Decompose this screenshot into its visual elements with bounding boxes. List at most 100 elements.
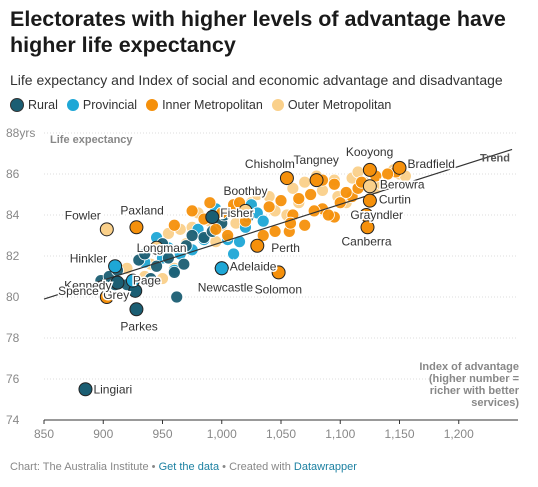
annotation-spence: Spence [58,284,99,298]
x-tick-label: 850 [34,427,54,441]
x-tick-label: 950 [152,427,172,441]
data-point-inner-metropolitan [262,200,276,214]
data-point-rural [138,247,152,261]
highlighted-point-kooyong [362,162,377,177]
legend-label: Rural [28,98,58,112]
footer-separator: • [148,461,159,473]
legend-label: Provincial [82,98,138,112]
annotation-newcastle: Newcastle [198,280,254,294]
y-tick-label: 74 [6,413,20,427]
footer: Chart: The Australia Institute • Get the… [10,461,357,473]
highlighted-point-bradfield [392,160,407,175]
data-point-inner-metropolitan [298,218,312,232]
data-point-inner-metropolitan [274,194,288,208]
annotation-kooyong: Kooyong [346,145,393,159]
data-point-inner-metropolitan [304,188,318,201]
legend-label: Inner Metropolitan [162,98,263,112]
data-point-provincial [227,247,241,261]
annotation-curtin: Curtin [379,193,411,207]
get-data-link[interactable]: Get the data [158,461,220,473]
data-point-inner-metropolitan [292,192,306,206]
legend-item-inner-metropolitan[interactable]: Inner Metropolitan [146,98,263,112]
trend-line [43,148,513,300]
annotation-longman: Longman [137,241,187,255]
legend-swatch [146,99,159,111]
data-point-inner-metropolitan [203,196,217,210]
annotation-fisher: Fisher [220,206,253,220]
x-tick-label: 1,000 [207,427,237,441]
annotation-hinkler: Hinkler [70,251,107,265]
y-tick-label: 82 [6,249,20,263]
highlighted-point-kennedy [110,275,125,290]
x-tick-label: 1,200 [444,427,474,441]
data-point-inner-metropolitan [339,186,353,199]
highlighted-point-lingiari [78,382,93,397]
annotation-tangney: Tangney [294,153,339,167]
x-axis-label: Index of advantage [419,361,519,373]
data-point-rural [177,257,191,271]
chart-title: Electorates with higher levels of advant… [10,7,506,57]
highlighted-point-perth [250,238,265,253]
data-point-rural [179,239,193,253]
annotation-lingiari: Lingiari [93,382,132,396]
data-point-inner-metropolitan [167,218,181,232]
chart-subtitle: Life expectancy and Index of social and … [10,72,503,88]
footer-separator: • Created with [219,461,294,473]
data-point-inner-metropolitan [321,208,335,222]
highlighted-point-canberra [360,220,375,235]
highlighted-point-chisholm [279,171,294,186]
data-point-rural [185,229,199,242]
y-tick-label: 86 [6,167,20,181]
legend-item-rural[interactable]: Rural [10,98,58,112]
y-tick-label: 76 [6,372,20,386]
data-point-inner-metropolitan [221,229,235,242]
data-point-rural [167,265,181,279]
highlighted-point-paxland [129,220,144,235]
annotation-fowler: Fowler [65,208,101,222]
y-axis-label: Life expectancy [50,134,133,146]
highlighted-point-parkes [129,302,144,317]
highlighted-point-newcastle [214,261,229,276]
legend-item-outer-metropolitan[interactable]: Outer Metropolitan [271,98,391,112]
legend-swatch [10,98,24,112]
data-point-inner-metropolitan [268,224,282,238]
annotation-chisholm: Chisholm [245,157,295,171]
x-tick-label: 900 [93,427,113,441]
data-point-rural [150,259,163,273]
annotation-paxland: Paxland [120,203,163,217]
x-axis-label: richer with better [430,385,520,397]
y-tick-label: 80 [6,290,20,304]
highlighted-point-tangney [309,173,324,188]
x-axis-label: services) [471,397,519,409]
legend: Rural Provincial Inner Metropolitan Oute… [10,98,400,112]
highlighted-point-boothby [238,203,253,218]
annotation-boothby: Boothby [223,184,267,198]
data-point-inner-metropolitan [381,167,395,181]
data-point-provincial [256,214,270,228]
annotation-berowra: Berowra [380,177,425,191]
legend-item-provincial[interactable]: Provincial [66,98,138,112]
highlighted-point-fowler [99,222,114,237]
annotation-kennedy: Kennedy [64,279,111,293]
highlighted-point-spence [99,290,114,304]
annotation-page: Page [133,274,161,288]
x-tick-label: 1,050 [266,427,296,441]
data-point-rural [170,290,184,304]
data-point-inner-metropolitan [185,204,199,218]
data-point-inner-metropolitan [284,216,297,230]
highlighted-point-page [125,273,140,288]
data-point-rural [144,272,158,285]
x-axis-label: (higher number = [429,373,519,385]
y-tick-label: 84 [6,208,20,222]
highlighted-point-solomon [271,265,286,280]
y-tick-label: 88yrs [6,126,35,140]
data-point-provincial [233,235,246,249]
data-point-outer-metropolitan [298,175,312,189]
highlighted-point-fisher [205,210,220,225]
highlighted-point-curtin [362,193,377,208]
data-point-inner-metropolitan [327,177,341,191]
datawrapper-link[interactable]: Datawrapper [293,461,357,473]
data-point-rural [162,251,175,265]
annotation-perth: Perth [271,241,300,255]
